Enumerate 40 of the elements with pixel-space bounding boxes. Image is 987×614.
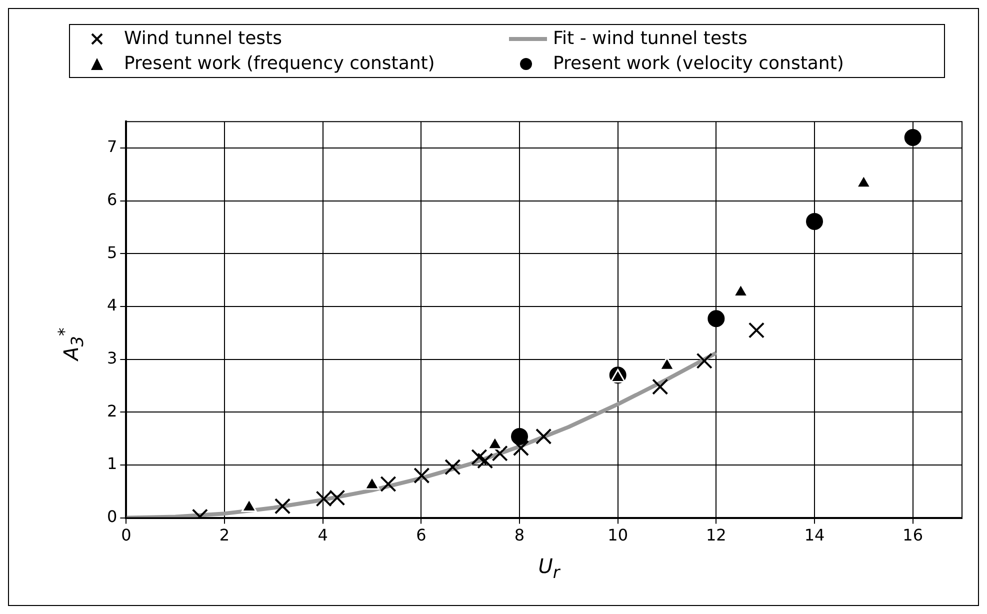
legend-label: Fit - wind tunnel tests	[553, 28, 748, 49]
point	[471, 448, 488, 466]
y-tick-label: 1	[106, 454, 118, 474]
point	[512, 440, 530, 456]
x-tick-label: 10	[608, 526, 628, 545]
y-tick-label: 3	[106, 348, 118, 368]
point	[444, 459, 461, 476]
point	[806, 212, 824, 230]
x-tick-label: 14	[804, 526, 825, 545]
point	[511, 428, 528, 445]
y-tick-label: 4	[106, 296, 118, 315]
point	[708, 310, 725, 328]
point	[696, 352, 712, 369]
y-tick-label: 5	[106, 242, 118, 262]
legend-label: Present work (frequency constant)	[124, 53, 435, 74]
x-tick-label: 16	[902, 526, 924, 545]
y-tick-label: 2	[106, 401, 118, 420]
x-tick-label: 2	[219, 526, 230, 545]
y-tick-label: 6	[106, 190, 118, 209]
y-tick-label: 0	[106, 506, 118, 526]
y-tick-label: 7	[106, 137, 118, 156]
point	[652, 378, 668, 395]
x-tick-label: 8	[514, 526, 525, 545]
point	[748, 322, 765, 338]
point	[316, 490, 332, 507]
point	[904, 128, 922, 146]
point	[329, 490, 346, 506]
point	[274, 498, 291, 514]
point	[380, 476, 396, 492]
x-tick-label: 0	[121, 526, 132, 545]
legend-label: Wind tunnel tests	[124, 28, 282, 49]
x-tick-label: 6	[416, 526, 426, 545]
point	[492, 445, 508, 462]
point	[477, 452, 494, 469]
x-tick-label: 4	[318, 526, 328, 545]
x-axis-title: U$_{r}$	[538, 554, 560, 582]
legend-label: Present work (velocity constant)	[553, 53, 844, 74]
x-tick-label: 12	[706, 526, 726, 545]
point	[414, 467, 430, 484]
point	[536, 428, 552, 445]
